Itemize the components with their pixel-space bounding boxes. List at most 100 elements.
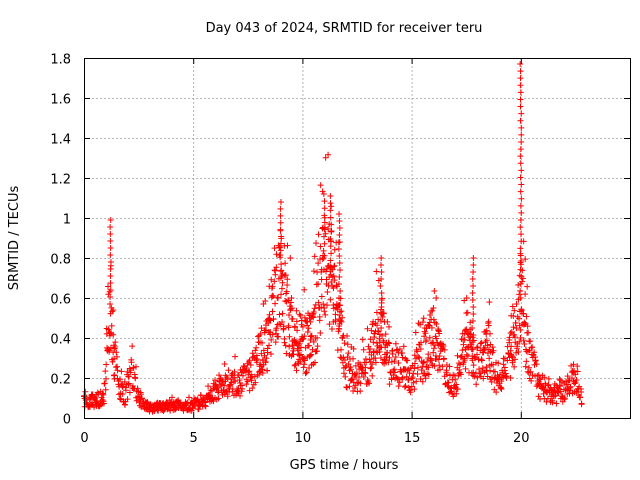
- data-point: [328, 221, 335, 228]
- data-point: [107, 245, 114, 251]
- data-point: [425, 351, 432, 358]
- data-point: [524, 323, 531, 330]
- data-point: [386, 340, 393, 347]
- data-point: [300, 364, 307, 371]
- data-point: [494, 376, 501, 383]
- data-point: [327, 236, 334, 242]
- data-point: [452, 376, 459, 383]
- data-point: [395, 383, 402, 390]
- data-point: [501, 364, 508, 371]
- data-point: [259, 339, 266, 346]
- data-point: [317, 243, 324, 250]
- data-point: [360, 346, 367, 353]
- data-point: [278, 267, 285, 274]
- data-point: [357, 361, 364, 368]
- data-point: [376, 348, 383, 355]
- data-point: [407, 389, 414, 396]
- data-point: [321, 240, 328, 247]
- data-point: [374, 322, 381, 329]
- data-point: [386, 323, 393, 330]
- x-tick-label: 10: [295, 431, 312, 446]
- data-point: [408, 375, 415, 382]
- data-point: [564, 373, 571, 380]
- data-point: [510, 313, 517, 320]
- data-point: [377, 318, 384, 324]
- data-point: [470, 311, 477, 317]
- data-point: [310, 314, 317, 321]
- data-point: [367, 365, 374, 372]
- data-point: [384, 318, 391, 325]
- data-point: [391, 366, 398, 373]
- data-point: [99, 396, 106, 403]
- data-point: [457, 354, 464, 361]
- data-point: [336, 295, 343, 301]
- data-point: [458, 336, 465, 343]
- data-point: [273, 325, 280, 332]
- data-point: [285, 311, 292, 318]
- data-point: [495, 360, 502, 367]
- data-point: [336, 211, 343, 217]
- data-point: [349, 376, 356, 383]
- data-point: [523, 358, 530, 365]
- data-point: [288, 305, 295, 312]
- data-point: [468, 341, 475, 348]
- data-point: [525, 364, 532, 371]
- data-point: [268, 294, 275, 301]
- data-point: [536, 376, 543, 383]
- data-point: [549, 399, 556, 406]
- data-point: [470, 255, 477, 261]
- data-point: [511, 334, 518, 341]
- data-point: [520, 310, 527, 317]
- data-point: [517, 326, 524, 333]
- data-point: [264, 345, 271, 352]
- data-point: [517, 231, 524, 238]
- data-point: [410, 379, 417, 386]
- data-point: [523, 313, 530, 320]
- data-point: [318, 293, 325, 300]
- data-point: [352, 362, 359, 369]
- data-point: [132, 375, 139, 382]
- data-point: [417, 346, 424, 353]
- data-point: [405, 366, 412, 373]
- data-point: [392, 354, 399, 361]
- data-point: [429, 307, 436, 314]
- data-point: [403, 373, 410, 380]
- data-point: [408, 383, 415, 390]
- data-point: [321, 219, 328, 226]
- data-point: [286, 333, 293, 340]
- data-point: [433, 335, 440, 342]
- data-point: [340, 370, 347, 377]
- data-point: [286, 343, 293, 350]
- data-point: [215, 395, 222, 402]
- y-tick-label: 0.2: [50, 373, 71, 388]
- data-point: [310, 309, 317, 316]
- data-point: [436, 330, 443, 337]
- data-point: [441, 346, 448, 353]
- data-point: [431, 319, 438, 326]
- y-tick-label: 0.6: [50, 293, 71, 308]
- data-point: [276, 244, 283, 251]
- data-point: [500, 361, 507, 368]
- data-point: [386, 354, 393, 361]
- data-point: [454, 352, 461, 359]
- data-point: [258, 350, 265, 357]
- data-point: [346, 367, 353, 374]
- data-point: [463, 295, 470, 302]
- data-point: [212, 377, 219, 384]
- data-point: [357, 380, 364, 387]
- data-point: [122, 384, 129, 391]
- data-point: [470, 362, 477, 369]
- data-point: [107, 252, 114, 258]
- data-point: [412, 329, 419, 336]
- data-point: [517, 217, 524, 223]
- y-axis-title: SRMTID / TECUs: [7, 186, 22, 291]
- data-point: [372, 355, 379, 362]
- data-point: [431, 288, 438, 295]
- data-point: [469, 276, 476, 282]
- data-point: [311, 359, 318, 366]
- data-point: [518, 131, 525, 138]
- data-point: [517, 202, 524, 209]
- data-point: [330, 301, 337, 308]
- data-point: [522, 291, 529, 298]
- data-point: [443, 371, 450, 378]
